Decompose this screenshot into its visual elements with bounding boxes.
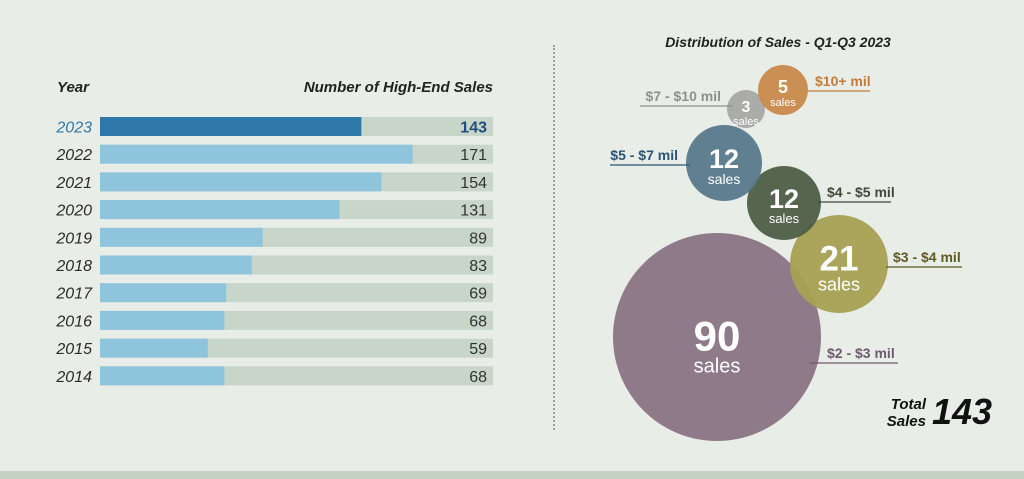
- year-label: 2019: [55, 230, 92, 247]
- bubble-range-label: $7 - $10 mil: [646, 88, 722, 104]
- value-label: 83: [469, 258, 487, 275]
- bar-2018: [100, 255, 252, 275]
- bubble-range-label: $10+ mil: [815, 73, 871, 89]
- bubble-range-label: $4 - $5 mil: [827, 184, 895, 200]
- value-label: 68: [469, 313, 487, 330]
- bubble-value: 3: [742, 99, 751, 116]
- bar-2022: [100, 144, 413, 164]
- bubble-unit-label: sales: [708, 171, 741, 187]
- bubble-value: 12: [769, 184, 799, 214]
- bar-2017: [100, 283, 227, 303]
- bubble-1: [613, 233, 821, 441]
- bar-2015: [100, 338, 208, 358]
- bubble-value: 90: [694, 313, 741, 360]
- bubble-unit-label: sales: [770, 97, 796, 109]
- year-label: 2015: [55, 341, 92, 358]
- value-label: 69: [469, 286, 487, 303]
- value-label: 131: [460, 203, 487, 220]
- bubble-6: [758, 65, 808, 115]
- bar-2019: [100, 227, 263, 247]
- bubble-range-label: $3 - $4 mil: [893, 249, 961, 265]
- bar-2023: [100, 117, 362, 136]
- year-label: 2021: [55, 175, 92, 192]
- total-label-line1: Total: [891, 396, 927, 413]
- bubble-value: 5: [778, 77, 788, 97]
- year-column-header: Year: [57, 79, 90, 96]
- total-value: 143: [932, 391, 992, 432]
- bar-2020: [100, 200, 340, 220]
- bubble-value: 21: [820, 239, 859, 278]
- bubble-unit-label: sales: [769, 211, 800, 226]
- value-label: 59: [469, 341, 487, 358]
- sales-column-header: Number of High-End Sales: [304, 79, 493, 96]
- bubble-unit-label: sales: [733, 116, 759, 128]
- bubble-range-label: $2 - $3 mil: [827, 345, 895, 361]
- value-label: 143: [460, 120, 487, 137]
- section-divider: [553, 45, 555, 430]
- value-label: 68: [469, 369, 487, 386]
- bubble-2: [790, 215, 888, 313]
- year-label: 2017: [55, 286, 93, 303]
- value-label: 89: [469, 230, 487, 247]
- bubble-3: [747, 166, 821, 240]
- bubble-5: [727, 90, 765, 128]
- bubble-unit-label: sales: [694, 356, 741, 378]
- bubble-range-label: $5 - $7 mil: [610, 147, 678, 163]
- bubble-value: 12: [709, 144, 739, 174]
- value-label: 154: [460, 175, 487, 192]
- total-label-line2: Sales: [887, 413, 926, 430]
- year-label: 2020: [55, 203, 92, 220]
- bubble-4: [686, 125, 762, 201]
- year-label: 2023: [55, 120, 92, 137]
- year-label: 2022: [55, 147, 92, 164]
- footer-band: [0, 471, 1024, 479]
- bar-2021: [100, 172, 382, 192]
- year-label: 2018: [55, 258, 92, 275]
- bar-2016: [100, 310, 225, 330]
- value-label: 171: [460, 147, 487, 164]
- year-label: 2016: [55, 313, 92, 330]
- year-label: 2014: [55, 369, 92, 386]
- bubble-chart-title: Distribution of Sales - Q1-Q3 2023: [665, 34, 891, 50]
- bar-2014: [100, 366, 225, 386]
- bubble-unit-label: sales: [818, 274, 860, 294]
